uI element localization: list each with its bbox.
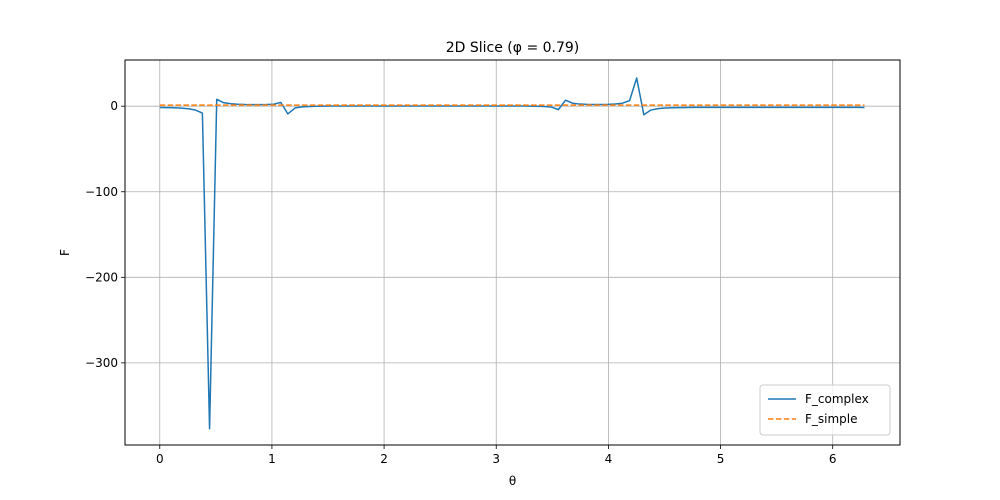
- x-tick-label: 6: [829, 452, 837, 466]
- axis-ticks: 0 1 2 3 4 5 6 0 −100 −200 −300: [85, 99, 836, 466]
- y-tick-label: −100: [85, 185, 118, 199]
- x-tick-label: 5: [717, 452, 725, 466]
- x-tick-label: 2: [380, 452, 388, 466]
- x-axis-label: θ: [509, 474, 516, 488]
- y-axis-label: F: [58, 249, 72, 256]
- series-line-f-complex: [159, 77, 865, 430]
- x-tick-label: 1: [268, 452, 276, 466]
- x-tick-label: 4: [605, 452, 613, 466]
- axes-frame: [124, 59, 901, 446]
- legend-label-f-complex: F_complex: [805, 392, 869, 406]
- x-tick-label: 3: [492, 452, 500, 466]
- legend: F_complex F_simple: [759, 384, 891, 436]
- legend-box: [759, 384, 891, 436]
- series-lines: [159, 77, 865, 430]
- legend-label-f-simple: F_simple: [805, 412, 858, 426]
- y-tick-label: −200: [85, 270, 118, 284]
- y-tick-label: 0: [110, 99, 118, 113]
- chart-title: 2D Slice (φ = 0.79): [446, 40, 580, 56]
- y-tick-label: −300: [85, 356, 118, 370]
- grid-lines: [125, 60, 900, 445]
- x-tick-label: 0: [156, 452, 164, 466]
